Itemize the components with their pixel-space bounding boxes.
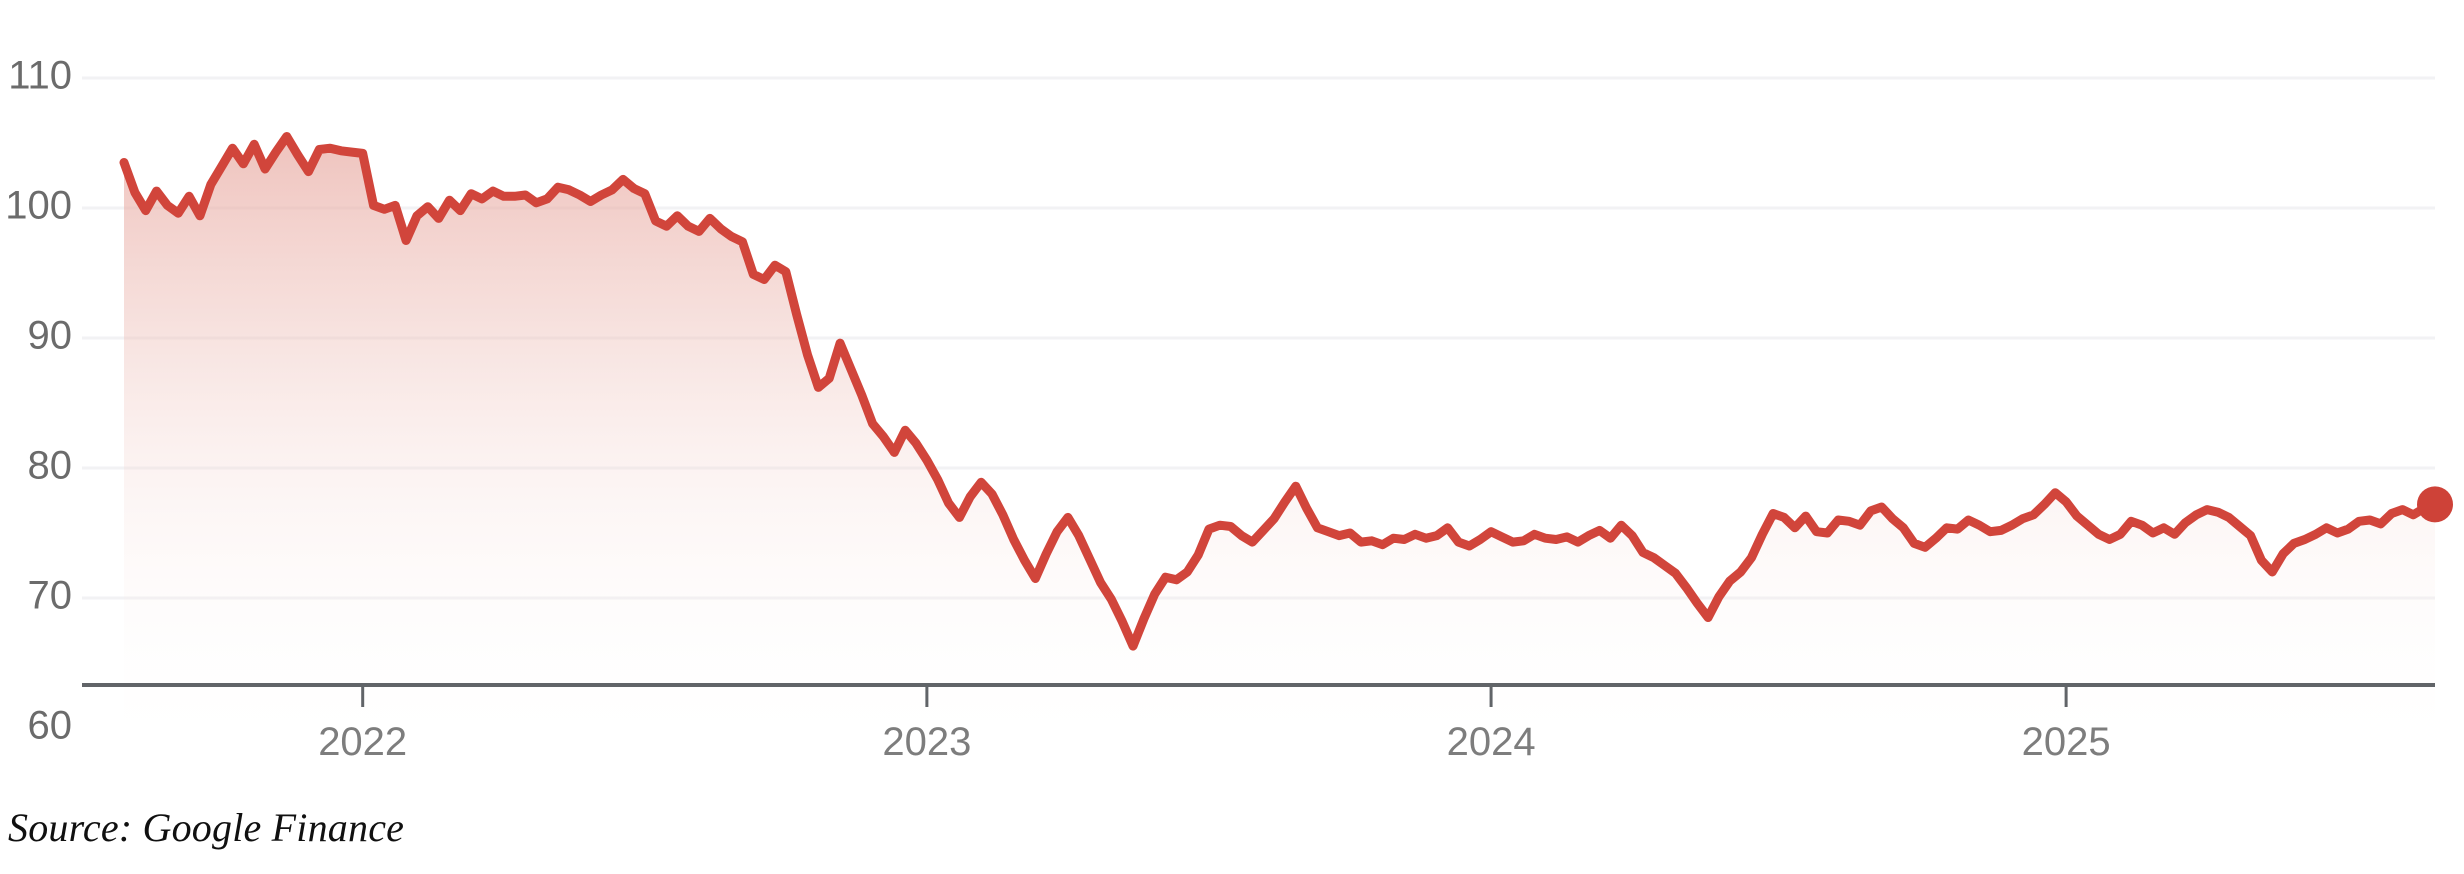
y-axis-tick-labels: 60 70 80 90 100 110 xyxy=(5,54,72,748)
x-axis-ticks xyxy=(361,685,2068,707)
x-tick-label-2023: 2023 xyxy=(882,720,971,764)
y-tick-label-100: 100 xyxy=(5,184,72,228)
area-fill-path xyxy=(124,136,2435,768)
series-line-path xyxy=(119,132,2440,651)
endpoint-dot xyxy=(2417,486,2453,523)
x-tick-label-2022: 2022 xyxy=(318,720,407,764)
endpoint-marker xyxy=(2417,486,2453,523)
x-axis-tick-labels: 2022 2023 2024 2025 xyxy=(318,720,2110,764)
x-tick-label-2025: 2025 xyxy=(2022,720,2111,764)
source-caption: Source: Google Finance xyxy=(8,805,405,850)
y-tick-label-90: 90 xyxy=(28,314,73,358)
area-fill xyxy=(124,136,2435,768)
x-tick-label-2024: 2024 xyxy=(1447,720,1536,764)
y-tick-label-80: 80 xyxy=(28,444,73,488)
y-tick-label-60: 60 xyxy=(28,704,73,748)
y-tick-label-110: 110 xyxy=(8,54,72,98)
y-tick-label-70: 70 xyxy=(28,574,73,618)
series-line xyxy=(119,132,2440,651)
